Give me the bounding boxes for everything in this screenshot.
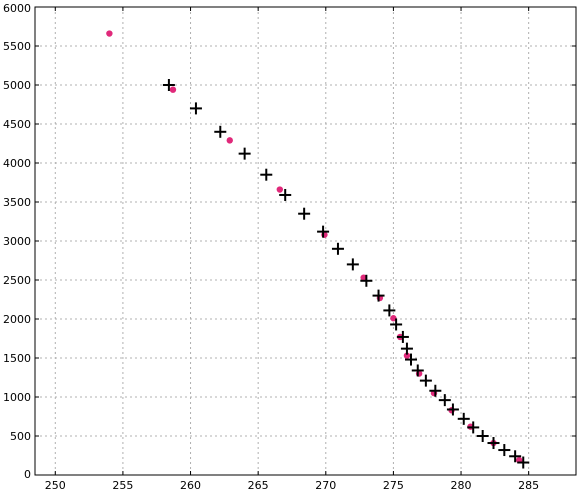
data-point-circle	[403, 352, 411, 359]
x-tick-label: 280	[451, 479, 472, 492]
y-tick-label: 3500	[3, 196, 31, 209]
x-tick-label: 265	[248, 479, 269, 492]
y-tick-label: 3000	[3, 235, 31, 248]
x-tick-label: 250	[45, 479, 66, 492]
y-tick-label: 5000	[3, 79, 31, 92]
grid	[35, 6, 576, 476]
y-tick-label: 6000	[3, 2, 31, 15]
data-point-plus	[419, 374, 432, 387]
data-point-circle	[276, 186, 284, 193]
y-tick-label: 1000	[3, 391, 31, 404]
data-point-circle	[106, 30, 113, 37]
y-axis: 0 500 1000 1500 2000 2500 3000 3500 4000 4500 5000…	[3, 2, 576, 481]
series-plus	[162, 79, 530, 469]
y-tick-label: 4500	[3, 118, 31, 131]
x-tick-label: 260	[180, 479, 201, 492]
data-point-plus	[260, 168, 273, 181]
data-point-plus	[438, 394, 451, 407]
data-point-circle	[390, 315, 397, 322]
data-point-plus	[390, 318, 403, 331]
x-tick-label: 285	[518, 479, 539, 492]
data-point-plus	[396, 330, 409, 343]
data-point-plus	[372, 289, 385, 302]
data-point-circle	[360, 274, 367, 281]
data-point-plus	[429, 384, 442, 397]
data-point-plus	[498, 444, 511, 457]
data-point-plus	[189, 102, 202, 115]
y-tick-label: 4000	[3, 157, 31, 170]
data-point-plus	[317, 225, 330, 238]
y-tick-label: 2000	[3, 313, 31, 326]
data-point-plus	[476, 430, 489, 442]
data-point-plus	[346, 258, 359, 271]
data-point-plus	[457, 412, 470, 425]
y-tick-label: 0	[24, 468, 31, 481]
x-tick-label: 255	[112, 479, 133, 492]
data-point-plus	[411, 364, 424, 377]
data-point-plus	[404, 353, 417, 366]
x-tick-label: 275	[383, 479, 404, 492]
data-point-plus	[517, 456, 530, 469]
data-point-plus	[360, 274, 373, 287]
data-point-circle	[169, 86, 177, 93]
data-point-plus	[162, 79, 175, 91]
x-tick-label: 270	[315, 479, 336, 492]
y-tick-label: 500	[10, 430, 31, 443]
y-tick-label: 2500	[3, 274, 31, 287]
data-point-plus	[400, 342, 413, 355]
data-point-plus	[509, 450, 522, 463]
data-point-plus	[298, 207, 311, 220]
data-point-plus	[279, 188, 292, 201]
data-point-plus	[383, 304, 396, 317]
data-point-circle	[226, 137, 233, 144]
data-point-plus	[467, 421, 480, 434]
series-layer	[106, 30, 530, 469]
data-point-plus	[214, 125, 227, 138]
data-point-plus	[331, 242, 344, 255]
data-point-plus	[446, 403, 459, 416]
series-circle	[106, 30, 523, 464]
x-axis: 250 255 260 265 270 275 280 285	[45, 7, 539, 492]
y-tick-label: 1500	[3, 352, 31, 365]
data-point-plus	[238, 147, 251, 160]
data-point-plus	[487, 437, 500, 450]
y-tick-label: 5500	[3, 40, 31, 53]
